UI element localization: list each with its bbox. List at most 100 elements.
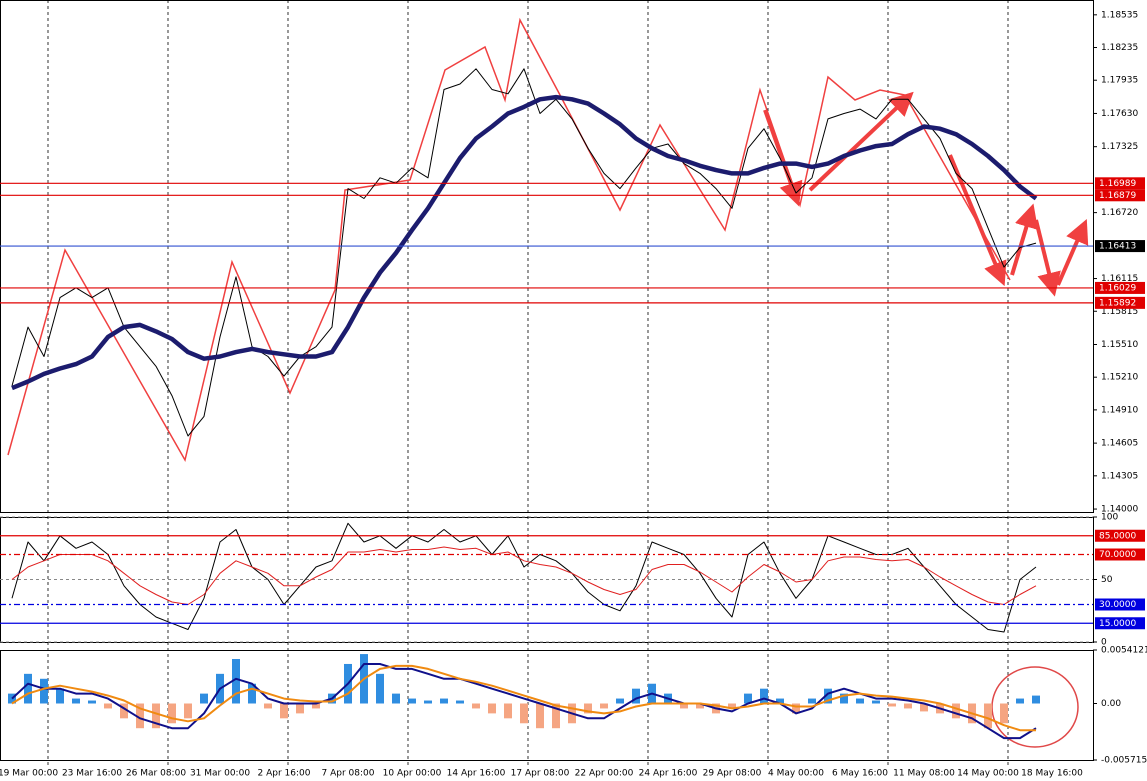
- histogram-bar: [536, 703, 544, 729]
- vertical-grid: [47, 0, 1009, 765]
- histogram-bar: [312, 703, 320, 709]
- histogram-bar: [696, 703, 704, 709]
- level-label: 1.16879: [1099, 191, 1136, 201]
- x-tick-label: 31 Mar 00:00: [190, 769, 250, 779]
- level-label: 1.16989: [1099, 179, 1136, 189]
- histogram-bar: [760, 688, 768, 704]
- y-tick-label: 1.16720: [1101, 208, 1138, 218]
- y-tick-label: 1.14000: [1101, 505, 1138, 515]
- y-tick-label: 1.16115: [1101, 274, 1138, 284]
- level-label: 30.0000: [1099, 600, 1136, 610]
- y-tick-label: -0.0057154: [1101, 756, 1147, 766]
- histogram-bar: [1032, 695, 1040, 704]
- histogram-bar: [24, 673, 32, 704]
- histogram-bar: [104, 703, 112, 709]
- histogram-bar: [1016, 698, 1024, 704]
- histogram-bar: [392, 693, 400, 704]
- histogram-bar: [120, 703, 128, 719]
- x-tick-label: 10 Apr 00:00: [383, 769, 442, 779]
- y-tick-label: 1.14910: [1101, 405, 1138, 415]
- level-label-box: [1095, 529, 1145, 542]
- histogram-bar: [840, 693, 848, 704]
- histogram-bar: [632, 688, 640, 704]
- level-label: 1.16413: [1099, 242, 1136, 252]
- x-tick-label: 14 May 00:00: [957, 769, 1019, 779]
- level-label: 1.15892: [1099, 298, 1136, 308]
- histogram-bar: [248, 683, 256, 704]
- histogram-bar: [728, 703, 736, 709]
- histogram-bar: [984, 703, 992, 729]
- level-label-box: [1095, 617, 1145, 630]
- histogram-bar: [136, 703, 144, 729]
- histogram-bar: [88, 700, 96, 704]
- histogram-bar: [488, 703, 496, 714]
- y-tick-label: 50: [1101, 575, 1113, 585]
- y-tick-label: 1.14605: [1101, 439, 1138, 449]
- series-line: [11, 546, 1037, 605]
- level-label-box: [1095, 189, 1145, 202]
- histogram-bar: [280, 703, 288, 719]
- level-label-box: [1095, 598, 1145, 611]
- y-tick-label: 0.00: [1101, 699, 1121, 709]
- histogram-bar: [408, 698, 416, 704]
- x-tick-label: 22 Apr 00:00: [575, 769, 634, 779]
- x-tick-label: 23 Mar 16:00: [62, 769, 122, 779]
- histogram-bar: [504, 703, 512, 719]
- level-label: 15.0000: [1099, 619, 1136, 629]
- x-tick-label: 19 Mar 00:00: [0, 769, 58, 779]
- zigzag-drawing: [7, 17, 1089, 748]
- x-tick-label: 4 May 00:00: [768, 769, 824, 779]
- x-tick-label: 11 May 08:00: [893, 769, 955, 779]
- level-label: 1.16029: [1099, 283, 1136, 293]
- histogram-bar: [792, 703, 800, 714]
- histogram-bar: [376, 673, 384, 704]
- y-tick-label: 1.17325: [1101, 142, 1138, 152]
- histogram-bar: [904, 703, 912, 709]
- x-tick-label: 18 May 16:00: [1021, 769, 1083, 779]
- series-line: [11, 68, 1037, 437]
- histogram-bar: [584, 703, 592, 714]
- histogram-bar: [744, 693, 752, 704]
- x-tick-label: 2 Apr 16:00: [258, 769, 311, 779]
- histogram-bar: [200, 693, 208, 704]
- series-line: [11, 522, 1037, 633]
- y-tick-label: 100: [1101, 513, 1118, 523]
- x-tick-label: 14 Apr 16:00: [447, 769, 506, 779]
- histogram-bar: [456, 700, 464, 704]
- histogram-bar: [296, 703, 304, 714]
- histogram-bar: [424, 700, 432, 704]
- series-line: [11, 663, 1037, 740]
- histogram-bar: [808, 698, 816, 704]
- histogram-bar: [184, 703, 192, 719]
- level-label-box: [1095, 548, 1145, 561]
- histogram-bar: [152, 703, 160, 729]
- y-tick-label: 1.15510: [1101, 340, 1138, 350]
- y-tick-label: 1.17630: [1101, 109, 1138, 119]
- x-tick-label: 7 Apr 08:00: [322, 769, 375, 779]
- y-tick-label: 1.15815: [1101, 307, 1138, 317]
- histogram-bar: [520, 703, 528, 724]
- histogram-bar: [472, 703, 480, 709]
- histogram-bar: [168, 703, 176, 724]
- y-tick-label: 1.17935: [1101, 76, 1138, 86]
- level-label: 85.0000: [1099, 531, 1136, 541]
- x-tick-label: 17 Apr 08:00: [511, 769, 570, 779]
- histogram-bar: [56, 688, 64, 704]
- histogram-bar: [264, 703, 272, 709]
- histogram-bar: [776, 698, 784, 704]
- histogram-bar: [856, 698, 864, 704]
- panel-frame: [0, 0, 1094, 513]
- x-tick-label: 29 Apr 08:00: [703, 769, 762, 779]
- histogram-bar: [680, 703, 688, 709]
- y-tick-label: 1.18535: [1101, 10, 1138, 20]
- histogram-bar: [872, 700, 880, 704]
- level-label-box: [1095, 296, 1145, 309]
- y-tick-label: 0.0054121: [1101, 646, 1147, 656]
- x-tick-label: 6 May 16:00: [832, 769, 888, 779]
- histogram-bar: [824, 688, 832, 704]
- x-tick-label: 26 Mar 08:00: [126, 769, 186, 779]
- y-tick-label: 1.14305: [1101, 471, 1138, 481]
- level-label: 70.0000: [1099, 550, 1136, 560]
- level-label-box: [1095, 240, 1145, 253]
